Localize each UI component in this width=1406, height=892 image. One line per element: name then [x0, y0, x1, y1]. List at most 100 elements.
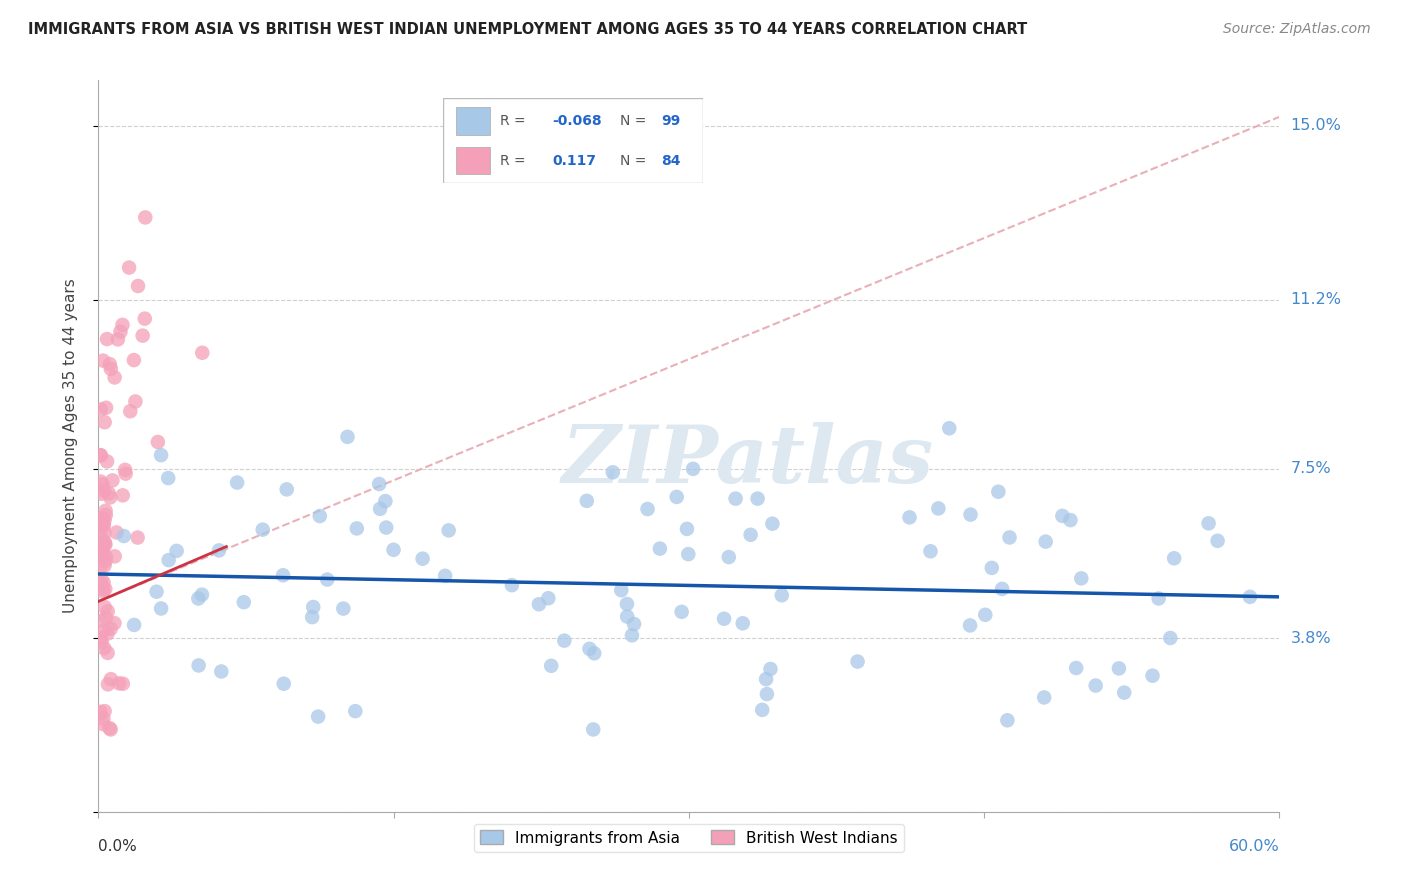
Point — [97, 677, 120, 691]
Point — [93, 483, 115, 498]
Point — [107, 332, 129, 346]
Point — [301, 610, 323, 624]
Point — [1033, 690, 1056, 705]
Point — [91, 511, 114, 525]
Point — [740, 528, 762, 542]
Point — [104, 370, 127, 384]
Point — [89, 448, 111, 462]
Point — [1142, 668, 1164, 682]
Point — [94, 549, 117, 564]
Point — [553, 633, 575, 648]
Text: -0.068: -0.068 — [553, 114, 602, 128]
Point — [232, 595, 254, 609]
FancyBboxPatch shape — [456, 147, 489, 175]
Point — [90, 402, 112, 417]
Point — [97, 646, 120, 660]
Point — [665, 490, 688, 504]
Point — [583, 646, 606, 660]
Point — [974, 607, 997, 622]
Point — [620, 628, 643, 642]
Point — [93, 558, 115, 573]
Point — [91, 717, 114, 731]
Point — [89, 576, 111, 591]
Text: 60.0%: 60.0% — [1229, 839, 1279, 855]
Point — [90, 631, 112, 645]
Text: 7.5%: 7.5% — [1291, 461, 1331, 476]
Point — [104, 549, 127, 564]
Point — [96, 626, 118, 640]
Point — [959, 508, 981, 522]
Text: 99: 99 — [661, 114, 681, 128]
Point — [100, 622, 122, 636]
Point — [724, 491, 747, 506]
Point — [537, 591, 560, 606]
Point — [90, 573, 112, 587]
Point — [94, 504, 117, 518]
Point — [94, 582, 117, 596]
Point — [1206, 533, 1229, 548]
Point — [111, 318, 134, 332]
Point — [678, 547, 700, 561]
Point — [91, 584, 114, 599]
Point — [770, 588, 793, 602]
Text: N =: N = — [620, 153, 651, 168]
Point — [527, 597, 550, 611]
Point — [94, 536, 117, 550]
Point — [1159, 631, 1181, 645]
Point — [1035, 534, 1057, 549]
Point — [122, 353, 145, 368]
Point — [89, 559, 111, 574]
Point — [575, 494, 598, 508]
Point — [124, 394, 146, 409]
Point — [97, 604, 120, 618]
Point — [648, 541, 671, 556]
Point — [623, 617, 645, 632]
Point — [382, 542, 405, 557]
Text: 11.2%: 11.2% — [1291, 293, 1341, 307]
Point — [995, 714, 1018, 728]
Point — [89, 705, 111, 719]
Point — [122, 618, 145, 632]
Point — [90, 614, 112, 628]
Point — [90, 449, 112, 463]
Point — [998, 530, 1021, 544]
Text: 0.117: 0.117 — [553, 153, 596, 168]
Point — [91, 353, 114, 368]
Point — [134, 211, 156, 225]
Point — [578, 641, 600, 656]
Text: N =: N = — [620, 114, 651, 128]
Point — [1163, 551, 1185, 566]
Point — [93, 712, 115, 726]
Y-axis label: Unemployment Among Ages 35 to 44 years: Unemployment Among Ages 35 to 44 years — [63, 278, 77, 614]
Point — [1114, 685, 1136, 699]
Point — [920, 544, 942, 558]
Point — [191, 588, 214, 602]
Point — [676, 522, 699, 536]
Legend: Immigrants from Asia, British West Indians: Immigrants from Asia, British West India… — [474, 824, 904, 852]
Point — [90, 475, 112, 489]
Point — [226, 475, 249, 490]
Point — [271, 568, 294, 582]
Point — [98, 721, 121, 735]
Point — [105, 525, 128, 540]
FancyBboxPatch shape — [443, 98, 703, 183]
Point — [616, 609, 638, 624]
Point — [987, 484, 1010, 499]
Point — [980, 561, 1002, 575]
Point — [412, 551, 434, 566]
Point — [93, 517, 115, 532]
Point — [157, 471, 180, 485]
Point — [846, 655, 869, 669]
Point — [582, 723, 605, 737]
Point — [98, 357, 121, 371]
Point — [1198, 516, 1220, 531]
Point — [100, 362, 122, 376]
Point — [100, 723, 122, 737]
Point — [1059, 513, 1081, 527]
Point — [336, 430, 359, 444]
Point — [991, 582, 1014, 596]
Point — [150, 448, 173, 462]
Point — [157, 553, 180, 567]
Point — [166, 544, 188, 558]
Point — [93, 534, 115, 549]
